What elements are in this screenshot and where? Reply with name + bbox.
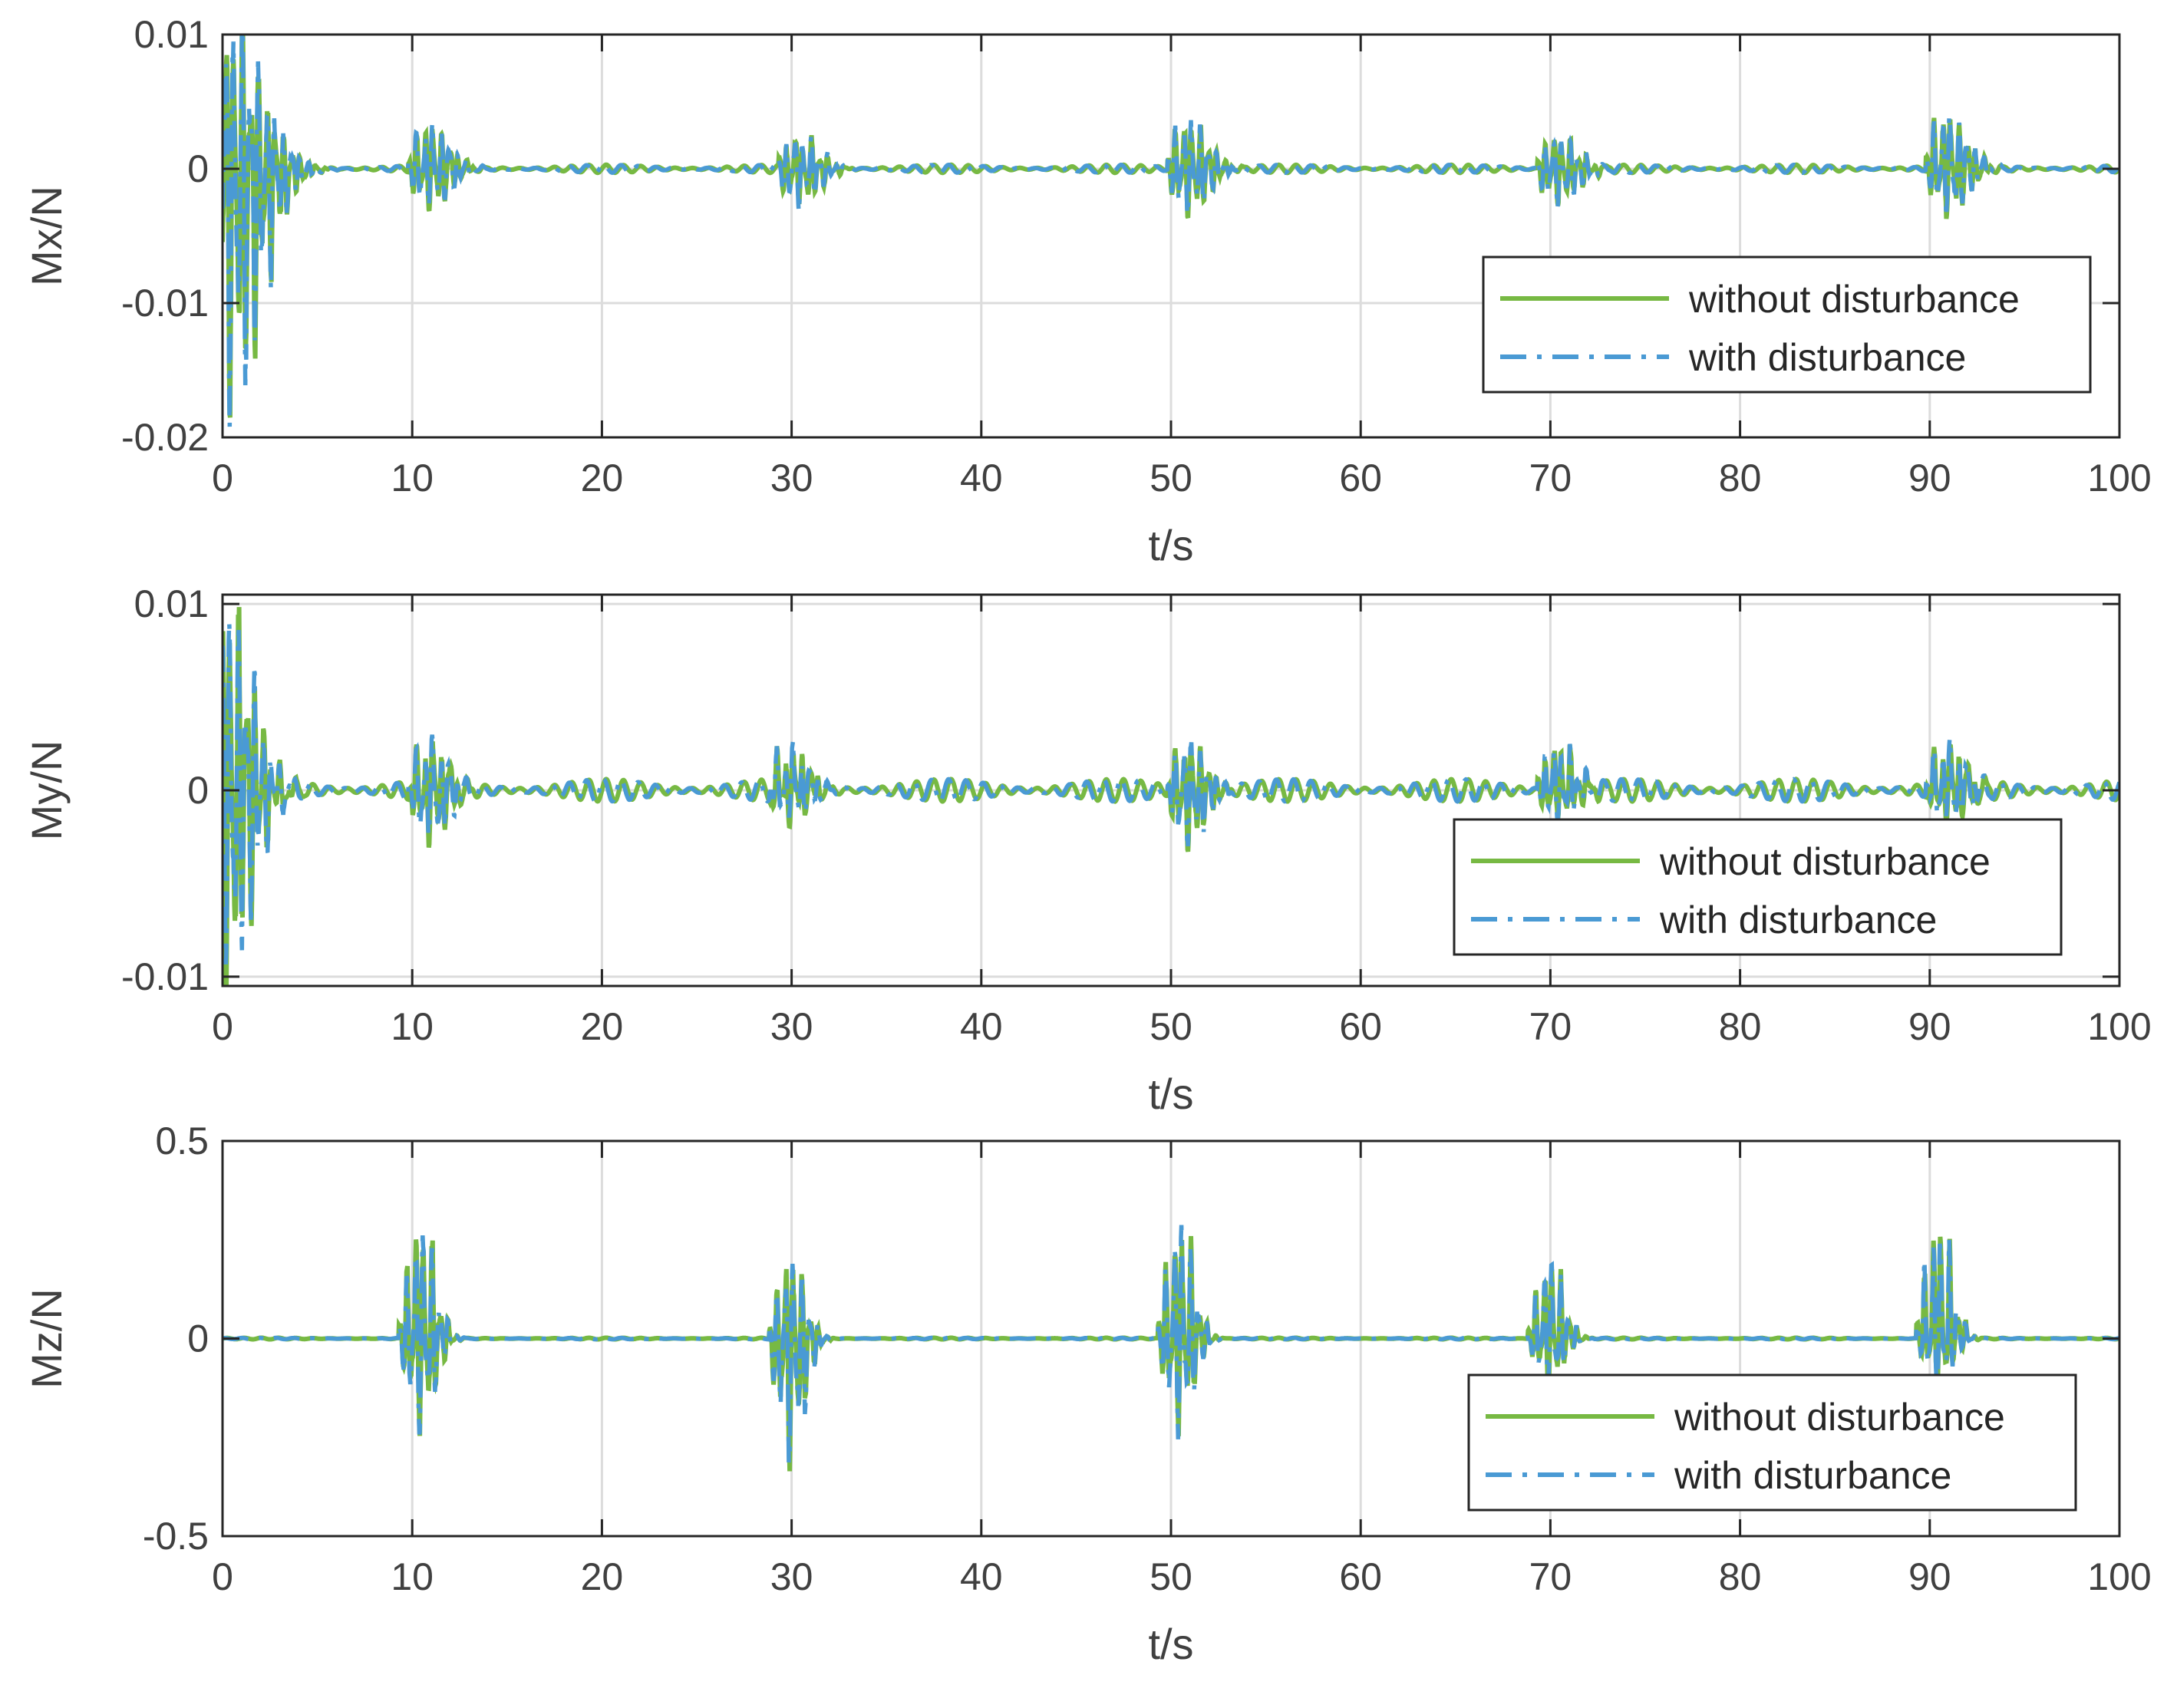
x-tick-label: 40 <box>960 1555 1003 1598</box>
x-tick-label: 30 <box>770 1005 813 1048</box>
x-tick-label: 60 <box>1339 1005 1382 1048</box>
y-axis-label: Mz/N <box>22 1288 71 1389</box>
x-tick-label: 30 <box>770 457 813 500</box>
x-tick-label: 100 <box>2087 1555 2151 1598</box>
subplot-2: 0 10 20 30 40 50 60 70 80 90 100-0.0100.01t/sMy/Nw… <box>22 582 2152 1118</box>
y-tick-label: 0 <box>187 769 209 812</box>
x-tick-label: 40 <box>960 1005 1003 1048</box>
x-tick-label: 0 <box>212 1005 233 1048</box>
x-tick-label: 0 <box>212 1555 233 1598</box>
x-axis-label: t/s <box>1148 1620 1193 1668</box>
y-tick-label: -0.02 <box>121 416 209 459</box>
x-tick-label: 40 <box>960 457 1003 500</box>
legend-label-with-disturbance: with disturbance <box>1659 899 1937 941</box>
y-axis-label: Mx/N <box>22 186 71 286</box>
y-tick-label: 0.01 <box>134 582 209 625</box>
subplot-3: 0 10 20 30 40 50 60 70 80 90 100-0.500.5t/sMz/Nwit… <box>22 1119 2152 1668</box>
x-tick-label: 80 <box>1719 457 1762 500</box>
x-tick-label: 20 <box>581 1005 624 1048</box>
x-tick-label: 30 <box>770 1555 813 1598</box>
x-axis-label: t/s <box>1148 521 1193 569</box>
subplot-1: 0 10 20 30 40 50 60 70 80 90 100 -0.02 -0.01 0 0.01 t/s… <box>22 13 2152 569</box>
legend-box <box>1453 818 2063 956</box>
legend-label-without-disturbance: without disturbance <box>1688 278 2020 321</box>
x-tick-label: 10 <box>391 457 434 500</box>
x-tick-label: 70 <box>1529 1555 1572 1598</box>
y-tick-label: 0.01 <box>134 13 209 56</box>
x-axis-label: t/s <box>1148 1070 1193 1118</box>
legend: without disturbance with disturbance <box>1467 1373 2077 1512</box>
legend-label-with-disturbance: with disturbance <box>1674 1454 1951 1497</box>
x-tick-label: 10 <box>391 1555 434 1598</box>
legend-box <box>1482 256 2092 394</box>
series-line-with-disturbance <box>223 622 2119 964</box>
x-tick-label: 10 <box>391 1005 434 1048</box>
x-tick-label: 70 <box>1529 457 1572 500</box>
x-tick-label: 90 <box>1908 1005 1951 1048</box>
x-tick-label: 20 <box>581 457 624 500</box>
series-line-with-disturbance <box>223 1225 2119 1463</box>
x-tick-label: 100 <box>2087 1005 2151 1048</box>
x-tick-label: 50 <box>1150 1005 1192 1048</box>
x-tick-label: 0 <box>212 457 233 500</box>
x-tick-label: 80 <box>1719 1555 1762 1598</box>
x-tick-label: 70 <box>1529 1005 1572 1048</box>
legend-label-with-disturbance: with disturbance <box>1688 336 1966 379</box>
legend-box <box>1467 1373 2077 1512</box>
x-tick-label: 50 <box>1150 1555 1192 1598</box>
y-tick-label: 0 <box>187 1317 209 1360</box>
y-tick-label: -0.5 <box>143 1515 209 1558</box>
x-tick-label: 90 <box>1908 457 1951 500</box>
y-tick-label: -0.01 <box>121 282 209 325</box>
legend: without disturbance with disturbance <box>1482 256 2092 394</box>
legend-label-without-disturbance: without disturbance <box>1674 1396 2005 1439</box>
legend: without disturbance with disturbance <box>1453 818 2063 956</box>
x-tick-label: 90 <box>1908 1555 1951 1598</box>
x-tick-label: 20 <box>581 1555 624 1598</box>
legend-label-without-disturbance: without disturbance <box>1659 840 1991 883</box>
y-tick-label: 0 <box>187 147 209 190</box>
x-tick-label: 60 <box>1339 1555 1382 1598</box>
x-tick-label: 100 <box>2087 457 2151 500</box>
x-tick-label: 80 <box>1719 1005 1762 1048</box>
y-tick-label: -0.01 <box>121 955 209 998</box>
y-tick-label: 0.5 <box>155 1119 209 1162</box>
x-tick-label: 60 <box>1339 457 1382 500</box>
y-axis-label: My/N <box>22 740 71 841</box>
series-line-with-disturbance <box>223 35 2119 427</box>
x-tick-label: 50 <box>1150 457 1192 500</box>
